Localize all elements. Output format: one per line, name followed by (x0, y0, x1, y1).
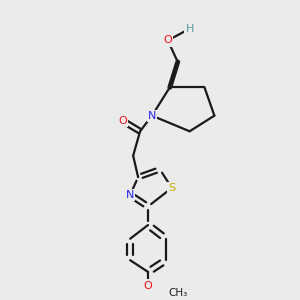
Text: O: O (144, 280, 152, 291)
Text: N: N (126, 190, 134, 200)
Text: H: H (185, 24, 194, 34)
Text: O: O (118, 116, 127, 125)
Text: O: O (164, 35, 172, 46)
Text: CH₃: CH₃ (169, 288, 188, 298)
Text: N: N (148, 111, 156, 121)
Text: S: S (168, 183, 175, 193)
